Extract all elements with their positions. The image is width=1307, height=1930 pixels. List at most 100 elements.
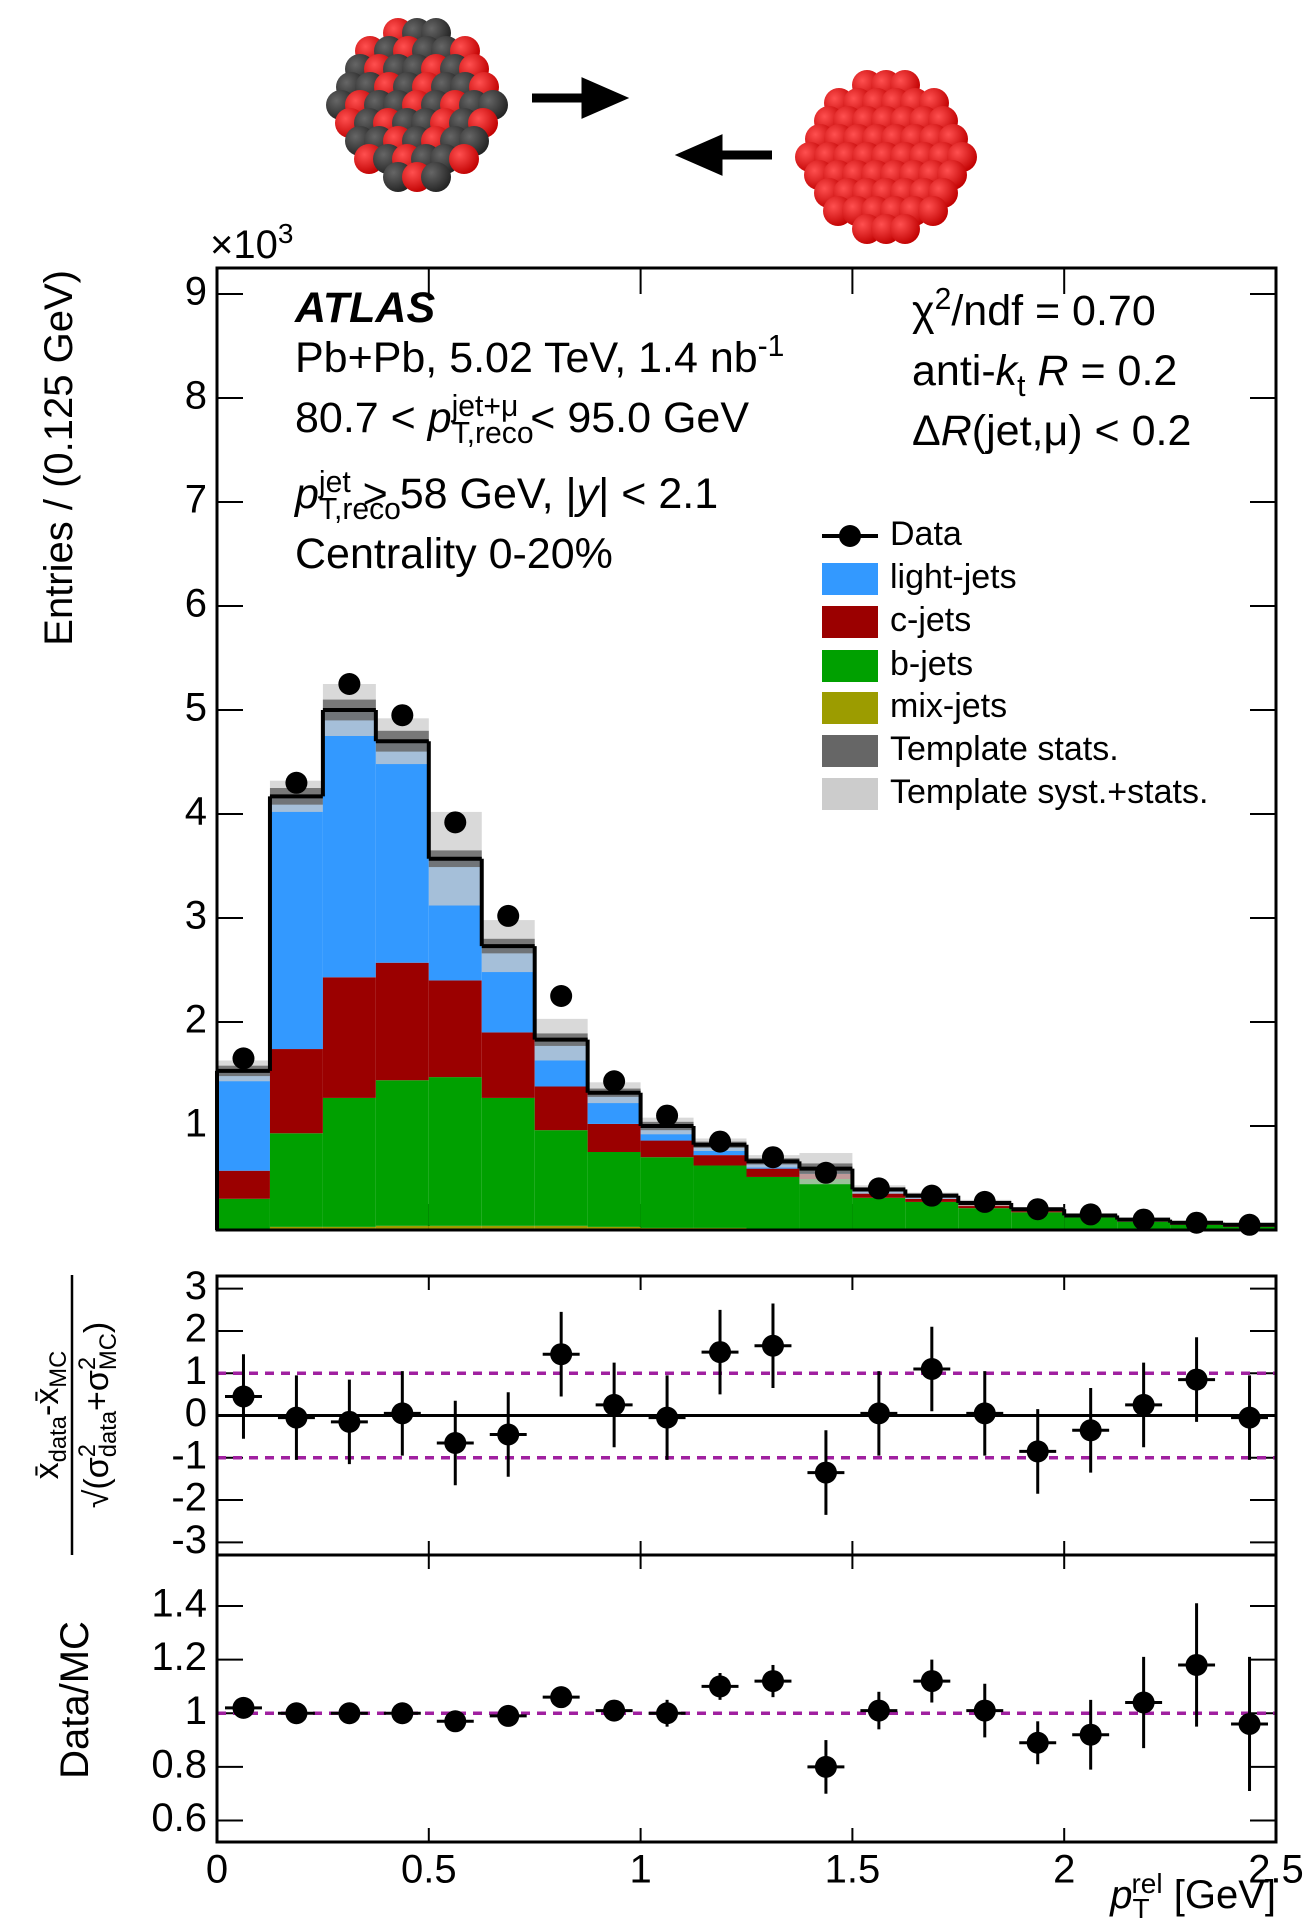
y-tick-label: 8 bbox=[185, 374, 207, 418]
text-segment: Δ bbox=[912, 407, 941, 455]
text-segment: rel bbox=[1131, 1868, 1162, 1899]
data-point bbox=[1132, 1691, 1155, 1714]
text-segment: 2 bbox=[74, 1444, 101, 1457]
data-point bbox=[1185, 1368, 1208, 1391]
legend-label: c-jets bbox=[890, 601, 971, 639]
text-segment: Centrality 0-20% bbox=[295, 530, 613, 578]
text-segment: y bbox=[574, 470, 601, 518]
annotation: 80.7 < pT,recojet+μ < 95.0 GeV bbox=[295, 390, 749, 450]
stack-segment bbox=[534, 1130, 588, 1226]
data-point bbox=[761, 1670, 784, 1693]
text-segment: T,reco bbox=[452, 417, 534, 450]
annotation: χ2/ndf = 0.70 bbox=[912, 283, 1156, 336]
data-point bbox=[814, 1461, 837, 1484]
data-point bbox=[709, 1675, 732, 1698]
text-segment: ×10 bbox=[210, 223, 278, 267]
data-point bbox=[497, 1423, 520, 1446]
text-segment: R bbox=[1026, 347, 1069, 395]
text-segment: +σ bbox=[78, 1370, 116, 1411]
x-tick-label: 1.5 bbox=[825, 1848, 881, 1892]
text-segment: t bbox=[1017, 370, 1026, 403]
y-axis-label: Data/MC bbox=[53, 1621, 97, 1779]
text-segment: (jet,μ) < 0.2 bbox=[972, 407, 1192, 455]
text-segment: [GeV] bbox=[1163, 1873, 1276, 1917]
nucleon bbox=[421, 162, 451, 192]
stack-segment bbox=[375, 962, 429, 1081]
arrow-right bbox=[532, 77, 630, 119]
y-tick-label: 0.8 bbox=[151, 1742, 207, 1786]
legend-swatch bbox=[822, 778, 878, 810]
data-point bbox=[814, 1161, 837, 1184]
y-tick-label: 2 bbox=[185, 1307, 207, 1351]
stack-segment bbox=[534, 1086, 588, 1131]
y-tick-label: 1.4 bbox=[151, 1582, 207, 1626]
stack-segment bbox=[481, 1097, 535, 1226]
text-segment: R bbox=[941, 407, 972, 455]
stack-segment bbox=[587, 1152, 641, 1227]
data-point bbox=[1238, 1712, 1261, 1735]
plot-frame bbox=[215, 1553, 1278, 1844]
stack-segment bbox=[217, 1198, 270, 1229]
stack-segment bbox=[428, 1077, 482, 1226]
data-point bbox=[1238, 1406, 1261, 1429]
stack-segment bbox=[269, 1133, 323, 1227]
data-point bbox=[920, 1184, 943, 1207]
text-segment: p bbox=[426, 394, 452, 442]
legend-swatch bbox=[822, 692, 878, 724]
data-point bbox=[761, 1334, 784, 1357]
text-segment: jet+μ bbox=[451, 390, 519, 423]
legend-label: mix-jets bbox=[890, 687, 1007, 725]
y-tick-label: -3 bbox=[171, 1518, 207, 1562]
text-segment: T bbox=[1133, 1893, 1150, 1924]
annotation: ΔR(jet,μ) < 0.2 bbox=[912, 407, 1191, 455]
stack-segment bbox=[693, 1165, 747, 1228]
plot-frame bbox=[215, 266, 1278, 1232]
stack-segment bbox=[217, 1070, 270, 1171]
data-point bbox=[603, 1393, 626, 1416]
fraction-denominator: √(σ2data+σ2MC) bbox=[74, 1322, 123, 1508]
fraction-numerator: x̄data-x̄MC bbox=[28, 1351, 72, 1480]
text-segment: Pb+Pb, 5.02 TeV, 1.4 nb bbox=[295, 334, 758, 382]
y-tick-label: 6 bbox=[185, 582, 207, 626]
y-tick-label: 1 bbox=[185, 1102, 207, 1146]
data-point bbox=[1185, 1653, 1208, 1676]
arrow-left bbox=[674, 134, 772, 176]
x-axis-label: pTrel [GeV] bbox=[1109, 1868, 1276, 1924]
data-point bbox=[338, 1410, 361, 1433]
stack-segment bbox=[322, 710, 376, 978]
y-tick-label: 5 bbox=[185, 686, 207, 730]
stack-segment bbox=[852, 1197, 906, 1229]
data-point bbox=[709, 1130, 732, 1153]
text-segment: 80.7 < bbox=[295, 394, 428, 442]
stack-segment bbox=[640, 1157, 694, 1228]
y-tick-label: 7 bbox=[185, 478, 207, 522]
stack-segment bbox=[322, 977, 376, 1098]
data-point bbox=[1079, 1723, 1102, 1746]
stack-segment bbox=[587, 1123, 641, 1152]
stack-segment bbox=[322, 1226, 376, 1230]
text-segment: 3 bbox=[278, 218, 294, 249]
text-segment: < 95.0 GeV bbox=[518, 394, 749, 442]
y-tick-label: 2 bbox=[185, 998, 207, 1042]
stack-segment bbox=[269, 1226, 323, 1230]
text-segment: √(σ bbox=[78, 1457, 116, 1508]
stack-segment bbox=[375, 1080, 429, 1226]
stack-segment bbox=[693, 1155, 747, 1166]
legend-label: b-jets bbox=[890, 645, 973, 683]
data-point bbox=[444, 1710, 467, 1733]
y-axis-label: x̄data-x̄MC√(σ2data+σ2MC) bbox=[28, 1275, 122, 1555]
data-point bbox=[285, 1702, 308, 1725]
data-point bbox=[656, 1104, 679, 1127]
text-segment: ) bbox=[78, 1322, 116, 1333]
data-point bbox=[973, 1402, 996, 1425]
text-segment: MC bbox=[95, 1333, 122, 1370]
y-tick-label: 1 bbox=[185, 1349, 207, 1393]
annotation: Pb+Pb, 5.02 TeV, 1.4 nb-1 bbox=[295, 330, 784, 383]
data-point bbox=[1132, 1393, 1155, 1416]
stack-segment bbox=[428, 1225, 482, 1230]
legend-marker bbox=[839, 525, 861, 547]
y-axis-label: Entries / (0.125 GeV) bbox=[37, 270, 81, 646]
data-point bbox=[867, 1177, 890, 1200]
data-point bbox=[338, 673, 361, 695]
